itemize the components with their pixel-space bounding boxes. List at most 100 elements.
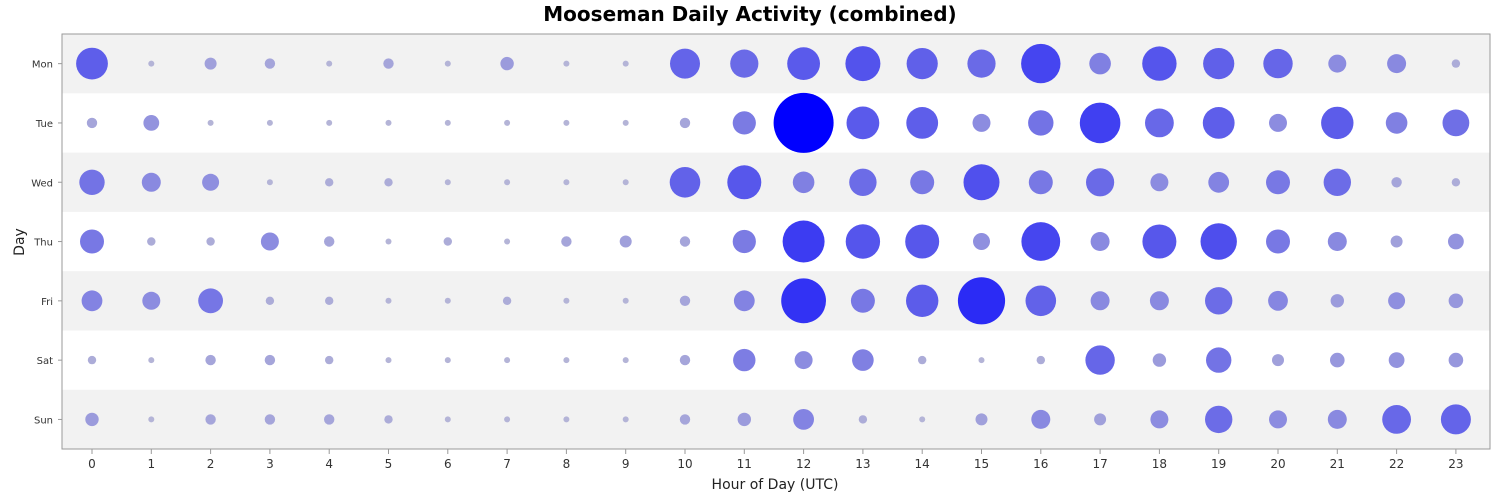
x-tick-label: 11 <box>737 457 752 471</box>
activity-bubble <box>622 416 629 423</box>
activity-bubble <box>730 49 759 78</box>
y-tick-label: Tue <box>35 119 53 130</box>
activity-bubble <box>1328 54 1347 73</box>
activity-bubble <box>1206 347 1232 373</box>
activity-bubble <box>845 224 881 259</box>
activity-bubble <box>1149 291 1169 311</box>
activity-bubble <box>1451 178 1461 187</box>
activity-bubble <box>1321 106 1354 140</box>
x-tick-label: 5 <box>385 457 393 471</box>
activity-bubble <box>1200 223 1237 260</box>
activity-bubble <box>563 60 570 67</box>
y-tick-label: Mon <box>32 60 53 71</box>
activity-bubble <box>264 354 276 366</box>
activity-bubble <box>967 49 996 78</box>
activity-bubble <box>906 48 938 80</box>
x-tick-label: 20 <box>1270 457 1285 471</box>
activity-bubble <box>383 58 394 69</box>
activity-bubble <box>1086 168 1115 197</box>
activity-bubble <box>733 348 756 372</box>
x-tick-label: 10 <box>677 457 692 471</box>
activity-bubble <box>679 117 691 129</box>
activity-bubble <box>1385 112 1408 134</box>
activity-bubble <box>1203 48 1235 80</box>
y-tick-label: Wed <box>31 178 53 189</box>
activity-bubble <box>563 357 570 364</box>
activity-bubble <box>385 357 392 364</box>
activity-bubble <box>1205 287 1233 315</box>
x-tick-label: 2 <box>207 457 215 471</box>
activity-bubble <box>972 113 991 132</box>
x-tick-label: 1 <box>147 457 155 471</box>
activity-bubble <box>1448 352 1464 368</box>
y-tick-label: Sun <box>34 415 53 426</box>
activity-bubble <box>1388 292 1406 310</box>
activity-bubble <box>849 168 877 196</box>
x-tick-label: 17 <box>1092 457 1107 471</box>
x-tick-label: 0 <box>88 457 96 471</box>
activity-bubble <box>732 111 756 135</box>
day-band <box>62 152 1490 212</box>
activity-bubble <box>1330 352 1345 368</box>
x-tick-label: 16 <box>1033 457 1048 471</box>
activity-bubble <box>918 355 927 365</box>
activity-bubble <box>148 416 155 423</box>
activity-bubble <box>148 60 155 67</box>
activity-bubble <box>1202 107 1235 139</box>
activity-bubble <box>1388 352 1405 368</box>
activity-bubble <box>1152 353 1167 367</box>
y-tick-label: Sat <box>37 356 53 367</box>
activity-bubble <box>773 92 834 153</box>
activity-bubble <box>781 278 826 324</box>
activity-bubble <box>500 56 514 71</box>
activity-bubble <box>1208 171 1230 193</box>
activity-bubble <box>1266 170 1290 195</box>
activity-bubble <box>444 357 451 364</box>
activity-bubble <box>782 220 825 263</box>
activity-bubble <box>669 167 701 198</box>
y-tick-label: Fri <box>41 297 53 308</box>
x-tick-label: 19 <box>1211 457 1226 471</box>
activity-bubble <box>324 414 335 425</box>
activity-bubble <box>1263 48 1293 79</box>
activity-bubble <box>207 119 214 126</box>
x-tick-label: 23 <box>1448 457 1463 471</box>
activity-bubble <box>86 117 98 129</box>
activity-bubble <box>385 119 392 126</box>
day-band <box>62 271 1490 331</box>
activity-bubble <box>260 232 279 251</box>
activity-bubble <box>727 165 762 200</box>
activity-bubble <box>975 413 988 426</box>
activity-bubble <box>142 291 161 310</box>
activity-bubble <box>906 107 939 139</box>
activity-bubble <box>444 119 451 126</box>
activity-bubble <box>444 60 451 67</box>
activity-bubble <box>81 290 103 312</box>
activity-bubble <box>563 119 570 126</box>
activity-bubble <box>852 349 874 371</box>
activity-bubble <box>679 414 691 425</box>
activity-bubble <box>1327 232 1347 251</box>
activity-bubble <box>385 297 392 304</box>
day-band <box>62 389 1490 450</box>
activity-bubble <box>1094 413 1107 426</box>
activity-bubble <box>80 229 104 254</box>
activity-bubble <box>1269 113 1287 132</box>
activity-bubble <box>325 178 334 187</box>
activity-bubble <box>858 415 868 424</box>
activity-bubble <box>1448 233 1464 250</box>
activity-bubble <box>978 357 985 364</box>
activity-bubble <box>1025 285 1057 317</box>
activity-bubble <box>325 355 334 365</box>
activity-bubble <box>563 179 570 186</box>
activity-bubble <box>563 416 570 423</box>
activity-bubble <box>205 414 216 425</box>
activity-bubble <box>1391 177 1402 188</box>
activity-bubble <box>204 57 217 70</box>
x-tick-label: 13 <box>855 457 870 471</box>
activity-bubble <box>1142 224 1177 259</box>
activity-bubble <box>737 412 751 427</box>
activity-bubble <box>1145 108 1174 138</box>
x-axis-label: Hour of Day (UTC) <box>712 477 839 493</box>
